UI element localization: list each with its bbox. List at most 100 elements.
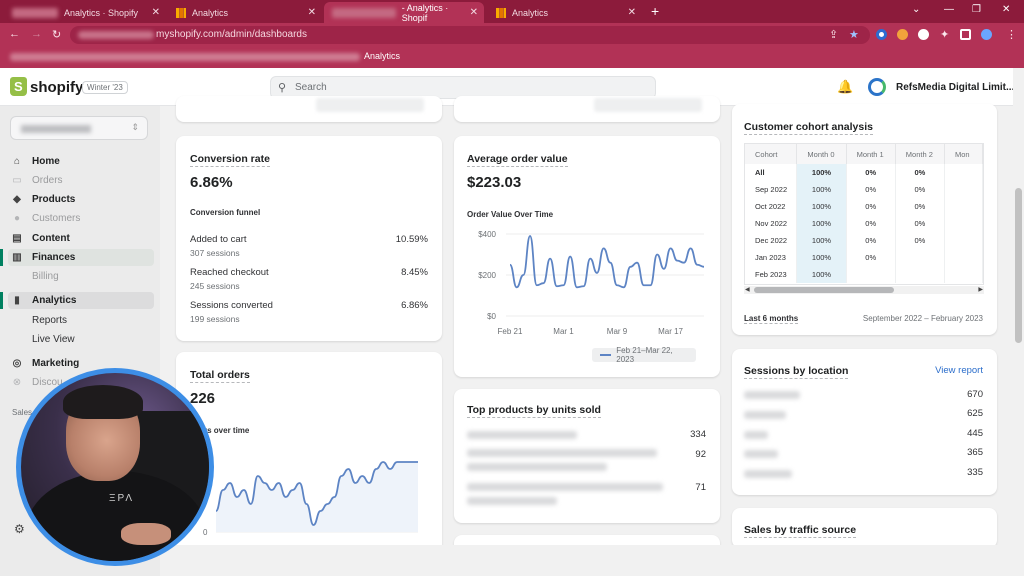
card-title[interactable]: Top products by units sold: [467, 404, 601, 418]
average-order-value-card: Average order value $223.03 Order Value …: [454, 136, 720, 377]
blurred-location: [744, 391, 800, 399]
cohort-cell: [944, 266, 983, 283]
profile-avatar-icon[interactable]: [981, 29, 992, 40]
browser-tab[interactable]: Analytics · Shopify ✕: [4, 2, 166, 23]
y-tick-label: $0: [487, 312, 496, 321]
blurred-location: [744, 411, 786, 419]
bookmark-star-icon[interactable]: ★: [849, 29, 859, 41]
sidebar-item-reports[interactable]: Reports: [32, 312, 154, 329]
browser-tab-active[interactable]: - Analytics · Shopif ✕: [324, 2, 484, 23]
date-range-pill: [316, 98, 424, 112]
bookmark-analytics[interactable]: Analytics: [364, 51, 401, 61]
cohort-cell: 0%: [846, 181, 896, 198]
sales-by-traffic-card: Sales by traffic source: [732, 508, 997, 548]
cohort-header: Cohort: [745, 144, 798, 164]
sidebar-item-label: Home: [32, 156, 60, 167]
tab-label: Analytics: [192, 7, 229, 18]
tab-label: Analytics: [512, 7, 549, 18]
aov-series-line: [509, 235, 705, 289]
cohort-cell: 0%: [846, 215, 896, 232]
sidebar-item-discounts[interactable]: ⊗ Discou: [8, 374, 154, 391]
sidebar-item-analytics[interactable]: ▮ Analytics: [0, 292, 154, 309]
cohort-cell: [895, 266, 945, 283]
card-title[interactable]: Customer cohort analysis: [744, 121, 873, 135]
sidebar-item-customers[interactable]: ● Customers: [8, 210, 154, 227]
store-selector[interactable]: ⇕: [10, 116, 148, 140]
chart-legend[interactable]: Feb 21–Mar 22, 2023: [592, 346, 696, 364]
cohort-cell: [944, 164, 983, 181]
sidebar-item-billing[interactable]: Billing: [32, 268, 154, 285]
discount-icon: ⊗: [12, 377, 22, 388]
cohort-cell: 0%: [895, 232, 945, 249]
scrollbar-thumb[interactable]: [754, 287, 894, 293]
browser-menu-icon[interactable]: ⋮: [1006, 29, 1017, 41]
settings-gear-icon[interactable]: ⚙: [14, 522, 25, 536]
sidebar-item-content[interactable]: ▤ Content: [8, 230, 154, 247]
funnel-label: Conversion funnel: [190, 208, 261, 217]
cohort-cell: 100%: [796, 266, 847, 283]
share-icon[interactable]: ⇪: [829, 29, 839, 41]
y-tick-label: $200: [478, 271, 496, 280]
sales-channels-heading: Sales: [12, 408, 33, 417]
view-report-link[interactable]: View report: [935, 365, 983, 376]
store-name[interactable]: RefsMedia Digital Limit...: [896, 82, 1015, 93]
url-field[interactable]: myshopify.com/admin/dashboards: [70, 26, 870, 44]
notification-bell-icon[interactable]: 🔔: [837, 79, 854, 94]
tab-close-icon[interactable]: ✕: [627, 7, 636, 18]
conversion-rate-value: 6.86%: [190, 174, 233, 191]
home-icon: ⌂: [13, 156, 21, 167]
scrollbar-thumb[interactable]: [1015, 188, 1022, 343]
card-title[interactable]: Total orders: [190, 369, 250, 383]
table-horizontal-scrollbar[interactable]: ◀ ▶: [744, 286, 984, 294]
funnel-row-sessions: 245 sessions: [190, 281, 240, 291]
puzzle-extensions-icon[interactable]: ✦: [940, 29, 950, 41]
cohort-table: Cohort Month 0 Month 1 Month 2 Mon All 1…: [744, 143, 984, 285]
tab-close-icon[interactable]: ✕: [307, 7, 316, 18]
scroll-left-icon[interactable]: ◀: [745, 287, 750, 293]
cohort-header: Month 2: [895, 144, 945, 164]
content-icon: ▤: [12, 233, 22, 244]
cohort-cell: Sep 2022: [745, 181, 798, 198]
sidebar-item-products[interactable]: ◆ Products: [8, 191, 154, 208]
window-close-icon[interactable]: ✕: [1002, 4, 1011, 15]
sidebar-item-marketing[interactable]: ◎ Marketing: [8, 355, 154, 372]
minimize-icon[interactable]: —: [944, 4, 954, 15]
sidebar-item-home[interactable]: ⌂ Home: [8, 153, 154, 170]
extension-icon[interactable]: [876, 29, 887, 40]
tab-close-icon[interactable]: ✕: [151, 7, 160, 18]
side-panel-icon[interactable]: [960, 29, 971, 40]
sidebar-item-orders[interactable]: ▭ Orders: [8, 172, 154, 189]
sidebar-item-live-view[interactable]: Live View: [32, 331, 154, 348]
card-title[interactable]: Average order value: [467, 153, 568, 167]
scroll-right-icon[interactable]: ▶: [978, 287, 983, 293]
back-icon[interactable]: ←: [9, 28, 20, 40]
browser-tab[interactable]: Analytics ✕: [488, 2, 642, 23]
orders-series-line: [215, 461, 418, 526]
page-bottom-background: [160, 545, 1013, 576]
extension-icon[interactable]: [897, 29, 908, 40]
blurred-favicon-icon: [332, 7, 396, 18]
page-vertical-scrollbar[interactable]: [1013, 68, 1024, 576]
card-title[interactable]: Sessions by location: [744, 365, 849, 379]
search-placeholder: Search: [295, 82, 327, 93]
store-logo-icon[interactable]: [868, 78, 886, 96]
sidebar-item-label: Live View: [32, 334, 75, 345]
cohort-period-label[interactable]: Last 6 months: [744, 314, 799, 324]
reload-icon[interactable]: ↻: [52, 29, 62, 41]
maximize-icon[interactable]: ❐: [972, 4, 981, 15]
browser-tab[interactable]: Analytics ✕: [168, 2, 322, 23]
extension-icon[interactable]: [918, 29, 929, 40]
shopify-logo[interactable]: shopify: [30, 79, 84, 96]
card-title[interactable]: Conversion rate: [190, 153, 270, 167]
sidebar-item-label: Products: [32, 194, 76, 205]
sidebar-item-finances[interactable]: ▥ Finances: [0, 249, 154, 266]
orders-area-fill: [216, 462, 418, 532]
cohort-cell: 0%: [846, 198, 896, 215]
new-tab-button[interactable]: +: [651, 3, 660, 19]
funnel-row-label: Reached checkout: [190, 267, 269, 278]
tab-search-icon[interactable]: ⌄: [912, 4, 921, 15]
tab-close-icon[interactable]: ✕: [469, 7, 478, 18]
forward-icon[interactable]: →: [31, 28, 42, 40]
cohort-analysis-card: Customer cohort analysis Cohort Month 0 …: [732, 104, 997, 335]
card-title[interactable]: Sales by traffic source: [744, 524, 857, 538]
